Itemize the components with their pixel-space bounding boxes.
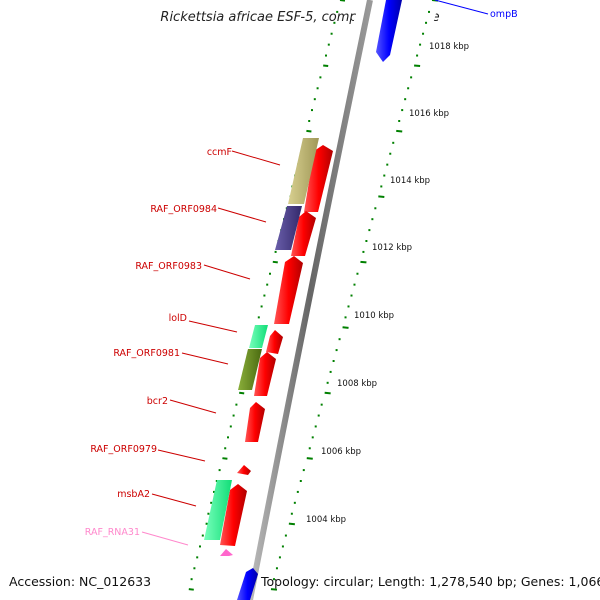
gene-label-RAF_ORF0983[interactable]: RAF_ORF0983 [135,261,202,272]
label-leader-lines [141,0,489,546]
accession-text: Accession: NC_012633 [9,574,152,589]
msbA2-cog-block [204,480,232,540]
forward-strand-features [220,145,333,556]
RAF_ORF0981-arrow[interactable] [254,352,276,396]
RAF_ORF0979-arrow[interactable] [237,465,251,475]
scale-tick [306,129,312,133]
scale-label: 1010 kbp [354,311,394,321]
ccmF-cog-block [288,138,319,204]
gene-label-RAF_ORF0979[interactable]: RAF_ORF0979 [90,444,157,455]
scale-tick [272,260,278,264]
gene-label-bcr2[interactable]: bcr2 [147,396,168,407]
scale-tick [396,129,403,133]
ompB-arrow[interactable] [376,0,402,62]
scale-label: 1008 kbp [337,379,377,389]
bcr2-arrow[interactable] [245,402,265,442]
scale-tick [339,0,346,2]
gene-label-lolD[interactable]: lolD [169,313,187,324]
gene-label-ompB[interactable]: ompB [490,9,518,20]
RAF_RNA31-arrow[interactable] [220,549,233,556]
lolD-arrow[interactable] [266,330,283,354]
gene-label-ccmF[interactable]: ccmF [207,147,232,158]
scale-label: 1018 kbp [429,42,469,52]
gene-label-RAF_RNA31[interactable]: RAF_RNA31 [85,527,140,538]
reverse-strand-features [237,0,402,600]
scale-label: 1004 kbp [306,515,346,525]
msbA2-arrow[interactable] [220,484,247,546]
genome-summary-text: Topology: circular; Length: 1,278,540 bp… [261,574,600,589]
scale-label: 1014 kbp [390,176,430,186]
scale-tick [270,588,278,591]
RAF_ORF0981-cog-block [238,349,262,390]
ccmF-arrow[interactable] [304,145,333,212]
gene-labels: ompB ccmF RAF_ORF0984 RAF_ORF0983 lolD R… [85,9,518,538]
RAF_ORF0984-cog-block [275,206,302,250]
gene-label-msbA2[interactable]: msbA2 [117,489,150,500]
scale-tick [222,457,228,460]
gene-label-RAF_ORF0984[interactable]: RAF_ORF0984 [150,204,217,215]
lower-blue-arrow[interactable] [237,568,258,600]
scale-tick [306,457,313,460]
scale-tick [288,522,295,526]
scale-label: 1006 kbp [321,447,361,457]
cog-track [204,138,319,540]
scale-labels: 1004 kbp 1006 kbp 1008 kbp 1010 kbp 1012… [306,42,469,525]
scale-tick [360,260,367,264]
genome-backbone [247,0,373,600]
scale-tick [239,391,245,395]
RAF_ORF0984-arrow[interactable] [291,211,316,256]
scale-tick [188,588,194,591]
gene-label-RAF_ORF0981[interactable]: RAF_ORF0981 [113,348,180,359]
scale-label: 1016 kbp [409,109,449,119]
RAF_ORF0983-arrow[interactable] [274,256,303,324]
scale-tick [324,391,331,395]
scale-tick [414,64,421,68]
scale-tick [378,195,385,198]
scale-label: 1012 kbp [372,243,412,253]
lolD-cog-block [249,325,268,348]
scale-tick [342,326,349,329]
scale-tick [323,64,329,68]
